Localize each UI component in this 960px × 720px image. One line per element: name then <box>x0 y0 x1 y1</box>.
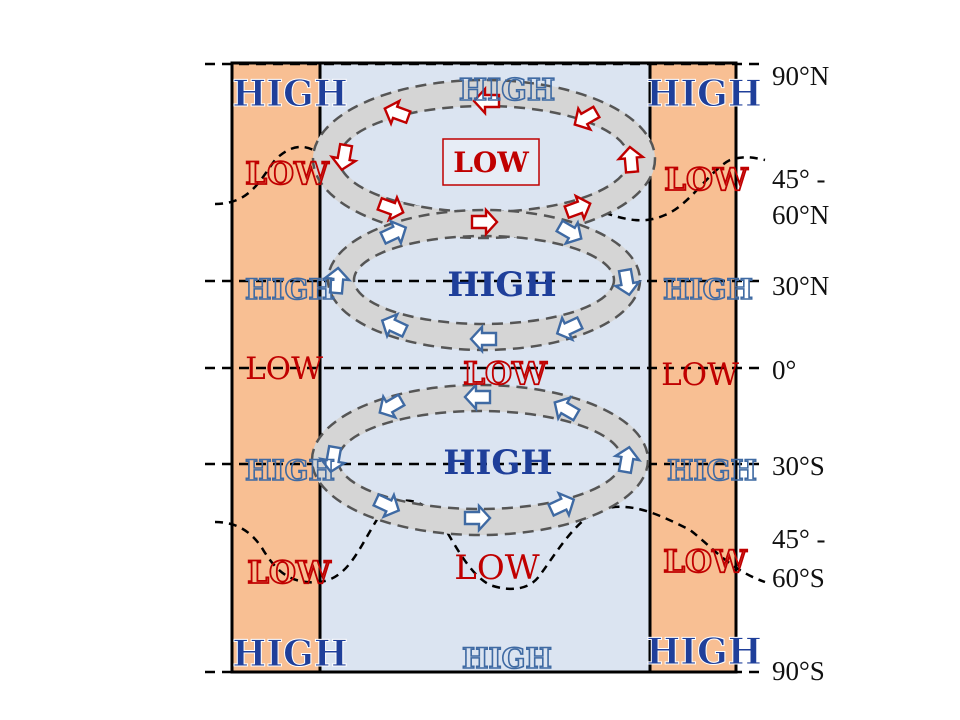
latitude-lines <box>205 62 765 674</box>
lat-label-90n: 90°N <box>772 61 830 91</box>
arrow-nlow-1 <box>472 85 501 117</box>
arrow-shigh-2 <box>463 381 492 413</box>
label-low-west-eq: LOW <box>245 351 323 387</box>
arrow-nhigh-2 <box>554 219 583 246</box>
arrow-nhigh-5 <box>380 311 410 340</box>
label-high-center-top: HIGH <box>459 73 555 108</box>
ring-south-high-outer <box>310 383 650 537</box>
pressure-labels: HIGH HIGH HIGH LOW LOW LOW HIGH HIGH HIG… <box>232 72 763 676</box>
arrow-shigh-8 <box>546 490 576 519</box>
label-high-west-30s: HIGH <box>245 454 335 487</box>
arrow-nhigh-7 <box>555 314 585 343</box>
wind-arrows <box>318 85 646 534</box>
arrow-shigh-3 <box>553 395 582 422</box>
arrow-shigh-7 <box>463 502 492 534</box>
label-low-center-north: LOW <box>453 146 529 179</box>
label-high-west-bottom: HIGH <box>232 633 348 675</box>
arrow-nlow-3 <box>573 105 602 132</box>
lat-label-45-60s-line1: 45° - <box>772 524 826 554</box>
ring-north-high-inner <box>352 234 616 326</box>
label-high-east-30n: HIGH <box>663 273 753 306</box>
label-low-east-south: LOW <box>663 544 748 580</box>
arrow-shigh-5 <box>612 445 642 475</box>
arrow-nhigh-1 <box>378 218 408 247</box>
arrow-shigh-4 <box>318 444 348 474</box>
arrow-nlow-6 <box>376 194 405 223</box>
arrow-nhigh-6 <box>469 323 498 355</box>
label-high-east-top: HIGH <box>646 73 762 115</box>
arrow-nhigh-4 <box>612 267 642 297</box>
label-high-west-top: HIGH <box>232 73 348 115</box>
subpolar-front-south <box>214 499 766 591</box>
ring-north-high-outer <box>326 208 642 352</box>
arrow-nhigh-3 <box>322 266 353 295</box>
label-low-west-north: LOW <box>245 156 330 192</box>
lat-label-45-60s-line2: 60°S <box>772 563 825 593</box>
arrow-nlow-4 <box>329 142 359 172</box>
label-low-center-south: LOW <box>454 548 539 588</box>
label-high-east-30s: HIGH <box>667 454 757 487</box>
label-high-center-30s: HIGH <box>443 443 552 483</box>
label-low-center-eq: LOW <box>463 356 548 392</box>
arrow-nlow-8 <box>563 193 592 222</box>
center-low-box <box>442 138 540 186</box>
label-high-west-30n: HIGH <box>245 273 335 306</box>
arrow-nlow-7 <box>470 206 499 238</box>
ring-north-low-outer <box>311 78 657 240</box>
label-high-center-30n: HIGH <box>447 265 556 305</box>
lat-label-90s: 90°S <box>772 656 825 686</box>
arrow-nlow-5 <box>615 145 646 174</box>
arrow-nlow-2 <box>383 98 412 127</box>
arrow-shigh-6 <box>371 491 401 520</box>
lat-label-45-60n-line2: 60°N <box>772 200 830 230</box>
label-high-center-bottom: HIGH <box>462 642 552 675</box>
lat-label-45-60n-line1: 45° - <box>772 164 826 194</box>
label-low-west-south: LOW <box>247 555 332 591</box>
label-low-east-north: LOW <box>664 162 749 198</box>
arrow-shigh-1 <box>378 393 407 420</box>
label-low-east-eq: LOW <box>661 357 739 393</box>
lat-label-equator: 0° <box>772 355 797 385</box>
lat-label-30s: 30°S <box>772 451 825 481</box>
lat-label-30n: 30°N <box>772 271 830 301</box>
label-high-east-bottom: HIGH <box>646 631 762 673</box>
